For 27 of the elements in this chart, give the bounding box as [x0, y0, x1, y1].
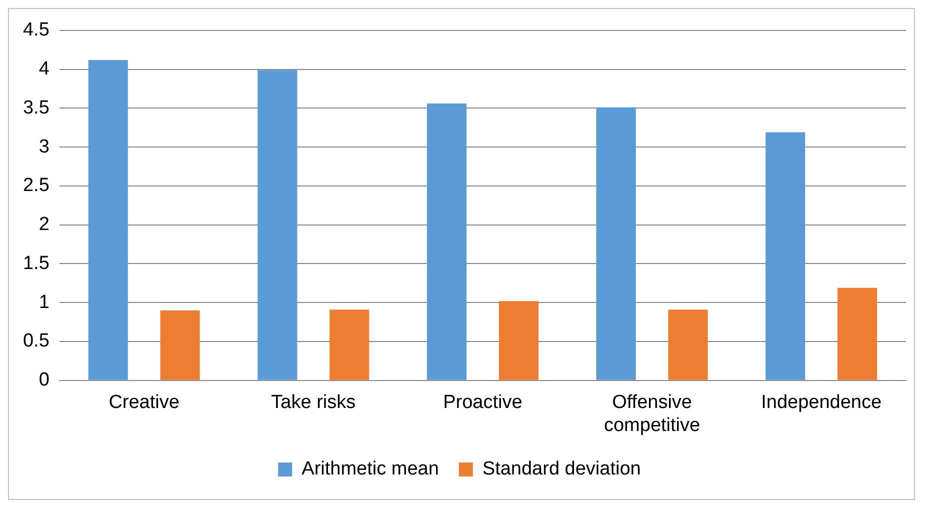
y-tick-label: 1 [38, 292, 50, 313]
bar [498, 301, 538, 380]
bar [330, 310, 370, 380]
x-tick-label: Proactive [443, 392, 522, 414]
bar [160, 310, 200, 380]
bar [88, 60, 128, 380]
bar [596, 107, 636, 380]
legend-label: Standard deviation [482, 458, 641, 480]
y-tick-label: 2 [38, 214, 50, 236]
bar [766, 132, 806, 380]
y-tick-label: 3 [38, 136, 50, 158]
x-tick-label: Creative [108, 392, 180, 414]
y-tick-label: 1.5 [22, 252, 50, 274]
y-tick-label: 4.5 [22, 20, 50, 41]
legend-label: Arithmetic mean [302, 458, 439, 480]
x-tick-label: Offensive competitive [604, 392, 700, 436]
x-tick-label: Independence [761, 392, 882, 414]
bar [258, 70, 298, 380]
bar [668, 310, 708, 380]
y-tick-label: 3.5 [22, 97, 50, 118]
x-tick-label: Take risks [271, 392, 356, 414]
y-tick-label: 0 [38, 370, 50, 391]
bar [838, 288, 878, 380]
y-tick-label: 0.5 [22, 330, 50, 352]
y-tick-label: 4 [38, 58, 50, 80]
y-tick-label: 2.5 [22, 175, 50, 196]
bar [426, 104, 467, 380]
